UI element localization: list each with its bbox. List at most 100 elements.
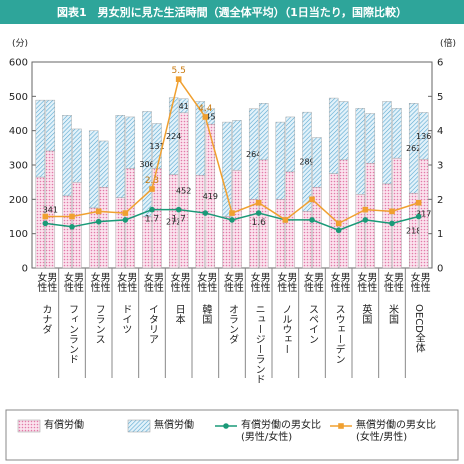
line-marker [255, 210, 262, 216]
bar-segment [338, 159, 349, 269]
x-tick-label: 男性 [72, 272, 84, 293]
bar-segment [302, 111, 312, 212]
y-tick-label: 400 [9, 126, 28, 137]
bar-segment [62, 195, 72, 269]
legend-swatch [215, 423, 237, 429]
bar-segment [355, 193, 366, 269]
line-marker [389, 208, 395, 215]
data-label: 419 [203, 192, 218, 201]
line-marker [149, 186, 155, 192]
legend-label: 無償労働の男女比 (女性/男性) [356, 420, 436, 443]
bar-segment [418, 112, 429, 160]
group-label: 日本 [173, 304, 185, 325]
x-tick-label: 男性 [98, 272, 110, 293]
y2-tick-label: 1 [437, 229, 443, 240]
bar-segment [355, 108, 366, 195]
legend-swatch [17, 419, 41, 433]
x-tick-label: 男性 [178, 272, 190, 293]
x-tick-label: 男性 [205, 272, 217, 293]
data-label: 264 [246, 150, 261, 159]
bar-segment [125, 116, 136, 169]
group-label: スペイン [307, 304, 319, 344]
line-marker [175, 76, 182, 82]
data-label: 4.4 [198, 104, 213, 114]
data-label: 317 [416, 210, 431, 219]
data-label: 272 [166, 217, 181, 226]
x-tick-label: 女性 [355, 271, 367, 293]
line-marker [229, 217, 235, 223]
data-label: 1.7 [145, 215, 159, 225]
y-tick-label: 100 [9, 229, 28, 240]
y-tick-label: 0 [22, 264, 28, 275]
data-label: 218 [406, 227, 421, 236]
line-marker [362, 217, 369, 223]
bar-segment [62, 115, 72, 197]
x-tick-label: 女性 [275, 271, 287, 293]
y-axis-label: (分) [12, 38, 28, 49]
line-marker [95, 208, 102, 215]
bar-segment [248, 108, 259, 200]
chart-title: 図表1 男女別に見た生活時間（週全体平均）（1日当たり，国際比較） [57, 5, 407, 19]
y2-tick-label: 3 [437, 161, 443, 172]
group-label: ドイツ [120, 304, 132, 334]
data-label: 1.6 [252, 218, 267, 228]
x-tick-label: 男性 [392, 272, 404, 293]
bar-segment [275, 121, 286, 200]
line-marker [175, 206, 182, 213]
y2-tick-label: 0 [437, 264, 443, 275]
x-tick-label: 男性 [312, 272, 324, 293]
line-marker [415, 199, 422, 206]
y-tick-label: 300 [9, 161, 28, 172]
bar-segment [88, 207, 99, 269]
y-tick-label: 600 [9, 58, 28, 69]
line-marker [69, 224, 75, 230]
legend-swatch [127, 419, 151, 433]
x-tick-label: 女性 [302, 271, 314, 293]
line-marker [415, 213, 422, 220]
legend-label: 有償労働の男女比 (男性/女性) [241, 420, 321, 443]
x-tick-label: 女性 [328, 271, 340, 293]
group-label: スウェーデン [333, 304, 345, 364]
x-tick-label: 女性 [408, 271, 420, 293]
data-label: 5.5 [172, 66, 186, 76]
data-label: 224 [166, 132, 181, 141]
bar-segment [382, 101, 392, 185]
x-tick-label: 男性 [232, 272, 244, 293]
bar-segment [232, 120, 242, 171]
bar-segment [98, 187, 109, 269]
x-tick-label: 女性 [168, 271, 180, 293]
x-tick-label: 女性 [382, 271, 394, 293]
line-marker [362, 206, 369, 213]
bar-segment [115, 115, 126, 198]
bar-segment [365, 163, 376, 269]
bar-segment [382, 183, 392, 269]
data-label: 136 [416, 132, 431, 141]
bar-segment [328, 97, 339, 174]
title-bar [0, 0, 464, 24]
data-label: 341 [43, 205, 58, 214]
bar-segment [98, 140, 109, 188]
bar-segment [248, 199, 259, 269]
x-tick-label: 男性 [338, 272, 350, 293]
line-marker [42, 213, 49, 220]
bar-segment [35, 99, 46, 178]
x-tick-label: 女性 [248, 271, 260, 293]
data-label: 131 [149, 142, 164, 151]
data-label: 2.3 [145, 176, 159, 186]
group-label: OECD全体 [413, 304, 425, 354]
x-tick-label: 男性 [152, 272, 164, 293]
x-tick-label: 女性 [142, 271, 154, 293]
group-label: オランダ [227, 304, 239, 344]
line-marker [389, 220, 395, 227]
legend-label: 有償労働 [44, 420, 84, 431]
bar-segment [178, 98, 189, 114]
line-marker [229, 210, 235, 216]
y2-axis-label: (倍) [440, 37, 456, 49]
bar-segment [142, 111, 152, 217]
bar-segment [115, 197, 126, 269]
bar-segment [195, 101, 206, 176]
bar-segment [365, 113, 376, 164]
x-tick-label: 女性 [62, 271, 74, 293]
legend-swatch [330, 423, 352, 429]
